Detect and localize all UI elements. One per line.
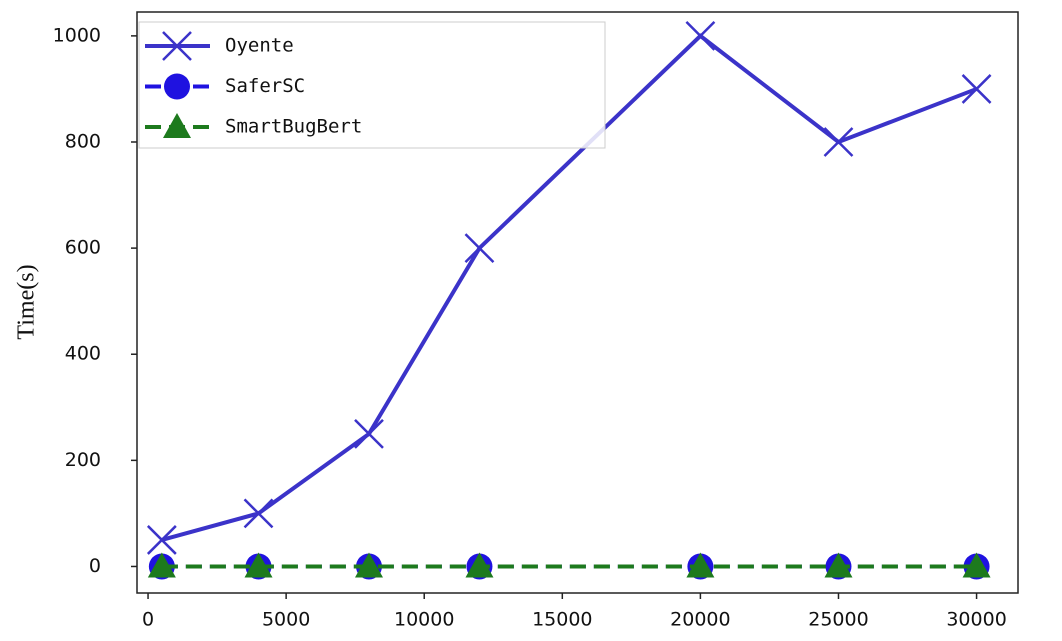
marker	[147, 552, 176, 578]
legend-label: SmartBugBert	[225, 116, 362, 138]
legend-label: Oyente	[225, 35, 294, 57]
marker	[243, 498, 274, 529]
y-tick-label: 600	[65, 237, 101, 259]
marker	[164, 73, 190, 100]
x-tick-label: 25000	[808, 609, 868, 631]
marker	[961, 74, 992, 104]
x-tick-label: 0	[142, 609, 154, 631]
marker	[163, 113, 191, 138]
legend: Oyente SaferSC SmartBugBert	[138, 21, 606, 149]
marker	[824, 552, 853, 578]
marker	[162, 31, 192, 61]
marker	[465, 552, 494, 578]
marker	[354, 552, 383, 578]
marker	[354, 418, 384, 449]
marker	[685, 20, 716, 51]
legend-label: SaferSC	[225, 75, 305, 97]
y-tick-label: 400	[65, 343, 101, 365]
x-tick-label: 5000	[262, 609, 310, 631]
marker	[146, 525, 177, 555]
y-tick-label: 800	[65, 130, 101, 152]
plot-frame	[136, 11, 1019, 594]
legend-box	[138, 21, 606, 149]
x-tick-label: 20000	[670, 609, 730, 631]
y-tick-label: 0	[89, 555, 101, 577]
marker	[686, 552, 715, 578]
y-axis-label: Time(s)	[14, 264, 40, 339]
marker	[823, 127, 854, 157]
marker	[244, 552, 273, 578]
y-tick-label: 200	[65, 449, 101, 471]
marker	[464, 233, 495, 263]
x-tick-label: 10000	[394, 609, 454, 631]
x-tick-label: 30000	[946, 609, 1006, 631]
x-tick-label: 15000	[532, 609, 592, 631]
marker	[962, 552, 991, 578]
y-tick-label: 1000	[53, 24, 101, 46]
